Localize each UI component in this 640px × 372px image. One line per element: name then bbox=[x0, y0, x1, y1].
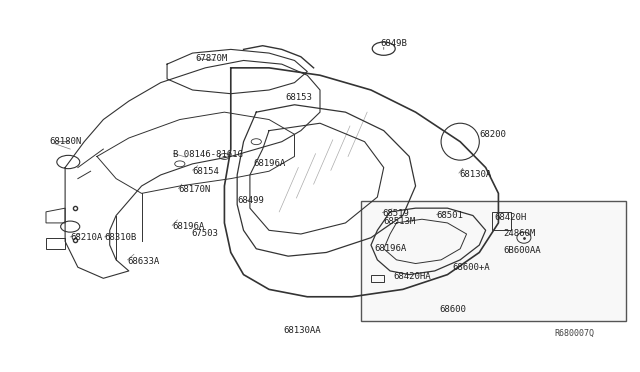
Text: R680007Q: R680007Q bbox=[554, 329, 595, 338]
Text: 68501: 68501 bbox=[436, 211, 463, 220]
Text: 68130A: 68130A bbox=[459, 170, 491, 179]
Text: 68633A: 68633A bbox=[127, 257, 160, 266]
Text: 68153: 68153 bbox=[285, 93, 312, 102]
Text: 67503: 67503 bbox=[191, 230, 218, 238]
Text: 68196A: 68196A bbox=[253, 159, 285, 169]
Text: 68196A: 68196A bbox=[172, 222, 204, 231]
Text: 6849B: 6849B bbox=[381, 39, 408, 48]
Text: 68196A: 68196A bbox=[374, 244, 406, 253]
Text: 68180N: 68180N bbox=[49, 137, 81, 146]
Text: 68499: 68499 bbox=[237, 196, 264, 205]
Text: 68513M: 68513M bbox=[384, 217, 416, 225]
Text: 68600+A: 68600+A bbox=[452, 263, 490, 272]
Text: 6B600AA: 6B600AA bbox=[504, 246, 541, 255]
Text: 68170N: 68170N bbox=[179, 185, 211, 194]
Text: 67870M: 67870M bbox=[196, 54, 228, 63]
Text: B 08146-8161G: B 08146-8161G bbox=[173, 150, 243, 159]
Text: 68600: 68600 bbox=[440, 305, 467, 314]
Text: 24860M: 24860M bbox=[504, 230, 536, 238]
Text: 68310B: 68310B bbox=[104, 233, 137, 242]
Bar bbox=[362, 201, 626, 321]
Text: 68200: 68200 bbox=[479, 130, 506, 139]
Text: 68519: 68519 bbox=[383, 209, 410, 218]
Text: 68420H: 68420H bbox=[494, 213, 526, 222]
Text: 68130AA: 68130AA bbox=[284, 326, 321, 335]
Text: 68210A: 68210A bbox=[70, 233, 102, 242]
Text: 68420HA: 68420HA bbox=[394, 272, 431, 281]
Text: 68154: 68154 bbox=[193, 167, 220, 176]
